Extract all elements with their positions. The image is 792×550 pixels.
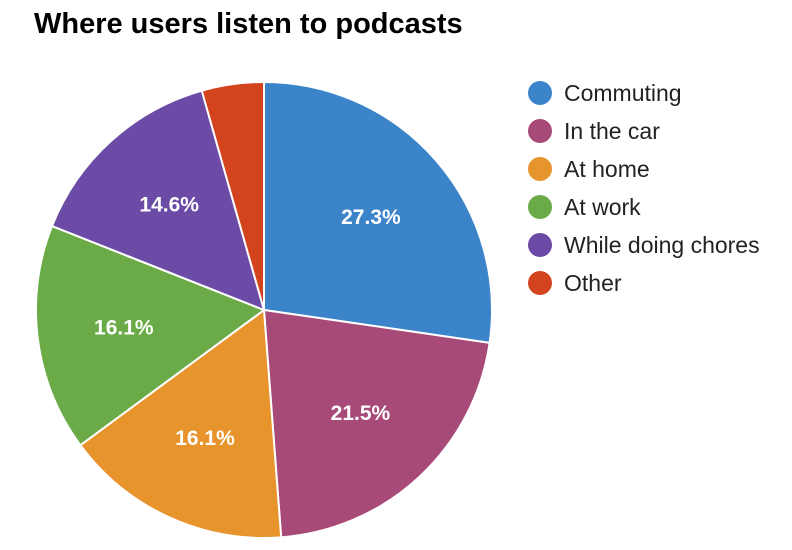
legend-swatch bbox=[528, 271, 552, 295]
legend-item: At home bbox=[528, 150, 760, 188]
slice-label-at-home: 16.1% bbox=[175, 427, 235, 450]
chart-title: Where users listen to podcasts bbox=[34, 8, 463, 40]
pie-slice-labels: 27.3% 21.5% 16.1% 16.1% 14.6% bbox=[94, 194, 401, 450]
pie-slice-commuting bbox=[263, 81, 493, 344]
legend-item: While doing chores bbox=[528, 226, 760, 264]
legend-label: Other bbox=[564, 269, 622, 296]
pie-slice-at-home bbox=[79, 309, 283, 539]
legend-swatch bbox=[528, 81, 552, 105]
slice-label-while-doing-chores: 14.6% bbox=[139, 194, 199, 217]
legend-label: Commuting bbox=[564, 79, 682, 106]
pie-slice-other bbox=[200, 81, 265, 311]
legend-label: At work bbox=[564, 193, 641, 220]
legend-label: While doing chores bbox=[564, 231, 760, 258]
slice-label-at-work: 16.1% bbox=[94, 317, 154, 340]
legend-item: At work bbox=[528, 188, 760, 226]
slice-label-in-the-car: 21.5% bbox=[331, 402, 391, 425]
chart-legend: Commuting In the car At home At work While d… bbox=[528, 74, 760, 302]
legend-item: Commuting bbox=[528, 74, 760, 112]
legend-item: In the car bbox=[528, 112, 760, 150]
pie-slice-while-doing-chores bbox=[51, 89, 265, 311]
legend-swatch bbox=[528, 157, 552, 181]
pie-slice-at-work bbox=[35, 225, 265, 447]
legend-swatch bbox=[528, 119, 552, 143]
legend-swatch bbox=[528, 233, 552, 257]
legend-swatch bbox=[528, 195, 552, 219]
legend-label: At home bbox=[564, 155, 650, 182]
pie-slices bbox=[35, 81, 493, 539]
pie-slice-in-the-car bbox=[263, 309, 491, 539]
legend-label: In the car bbox=[564, 117, 660, 144]
legend-item: Other bbox=[528, 264, 760, 302]
slice-label-commuting: 27.3% bbox=[341, 206, 401, 229]
